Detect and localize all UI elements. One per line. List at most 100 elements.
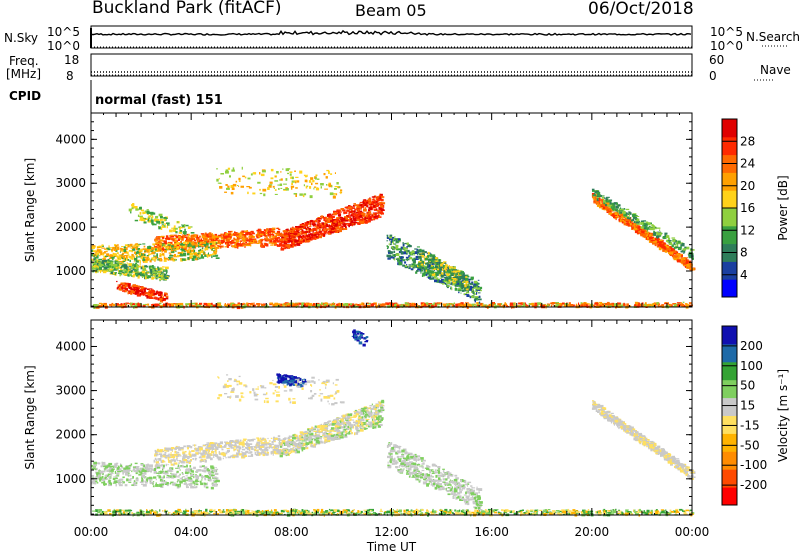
power-echo <box>121 252 124 255</box>
power-echo <box>462 275 466 278</box>
power-echo <box>239 244 243 247</box>
power-echo <box>406 252 408 255</box>
power-echo <box>154 246 158 248</box>
power-echo <box>206 254 209 258</box>
power-echo <box>405 305 409 308</box>
power-echo <box>621 213 624 216</box>
power-echo <box>284 305 288 307</box>
power-echo <box>599 305 602 308</box>
power-echo <box>245 241 248 243</box>
power-echo <box>148 257 150 261</box>
power-echo <box>659 305 663 307</box>
power-echo <box>474 296 479 298</box>
power-echo <box>371 215 374 218</box>
power-echo <box>99 269 102 271</box>
power-echo <box>622 219 624 222</box>
power-echo <box>260 241 263 245</box>
power-echo <box>200 256 205 259</box>
power-echo <box>157 242 161 244</box>
power-echo <box>91 246 95 249</box>
power-echo <box>184 236 188 238</box>
power-echo <box>601 305 606 307</box>
power-echo <box>417 254 419 256</box>
power-echo <box>681 261 683 264</box>
power-echo <box>102 270 107 274</box>
power-echo <box>123 246 126 249</box>
power-echo <box>95 265 99 269</box>
power-echo <box>299 240 304 242</box>
power-echo <box>336 209 340 211</box>
power-echo <box>416 248 419 252</box>
power-echo <box>303 303 306 306</box>
power-echo <box>213 240 216 244</box>
power-echo <box>414 303 418 307</box>
power-echo <box>413 260 416 263</box>
power-echo <box>638 228 643 231</box>
power-echo <box>213 243 215 246</box>
power-echo <box>607 206 610 208</box>
power-echo <box>165 295 169 298</box>
power-echo <box>171 248 175 250</box>
power-echo <box>256 235 258 237</box>
power-echo <box>350 220 354 222</box>
power-echo <box>430 266 435 269</box>
power-echo <box>199 257 201 260</box>
power-echo <box>308 227 312 230</box>
power-echo <box>292 227 297 230</box>
power-echo <box>324 216 328 220</box>
power-echo <box>345 222 350 224</box>
power-echo <box>446 270 450 273</box>
power-echo <box>202 241 206 244</box>
power-echo <box>452 278 457 280</box>
power-echo <box>160 271 164 273</box>
power-echo <box>601 195 605 197</box>
power-echo <box>127 273 130 277</box>
power-echo <box>290 244 294 248</box>
power-echo <box>209 246 213 250</box>
power-echo <box>189 240 193 242</box>
power-echo <box>607 204 610 207</box>
power-echo <box>430 277 435 280</box>
power-echo <box>118 266 121 269</box>
power-echo <box>309 229 312 231</box>
power-echo <box>620 213 622 216</box>
power-echo <box>155 248 157 251</box>
power-echo <box>413 253 415 256</box>
power-echo <box>302 239 305 242</box>
power-echo <box>324 218 326 221</box>
power-echo <box>378 214 380 218</box>
power-echo <box>285 303 289 305</box>
power-echo <box>367 198 372 201</box>
power-echo <box>247 304 249 308</box>
power-echo <box>318 228 321 232</box>
power-echo <box>327 218 331 220</box>
power-echo <box>369 217 372 220</box>
power-echo <box>143 293 146 296</box>
cpid-value: normal (fast) 151 <box>95 93 223 108</box>
power-echo <box>141 249 143 253</box>
panel-background <box>91 113 692 307</box>
power-echo <box>456 284 460 286</box>
power-echo <box>372 198 375 201</box>
power-echo <box>187 244 190 247</box>
power-echo <box>296 231 300 234</box>
power-echo <box>208 232 212 236</box>
power-echo <box>141 271 146 274</box>
power-echo <box>406 242 409 245</box>
power-echo <box>354 204 358 207</box>
power-echo <box>359 219 362 222</box>
power-echo <box>465 274 469 278</box>
power-echo <box>246 243 250 245</box>
power-echo <box>473 298 476 302</box>
power-echo <box>683 259 687 263</box>
power-echo <box>167 247 171 251</box>
power-echo <box>318 230 322 234</box>
power-echo <box>136 250 140 254</box>
power-echo <box>97 261 101 263</box>
power-echo <box>208 252 209 255</box>
power-echo <box>265 243 269 247</box>
power-echo <box>405 265 407 267</box>
power-echo <box>664 243 667 245</box>
power-echo <box>478 302 481 306</box>
power-echo <box>299 242 302 244</box>
